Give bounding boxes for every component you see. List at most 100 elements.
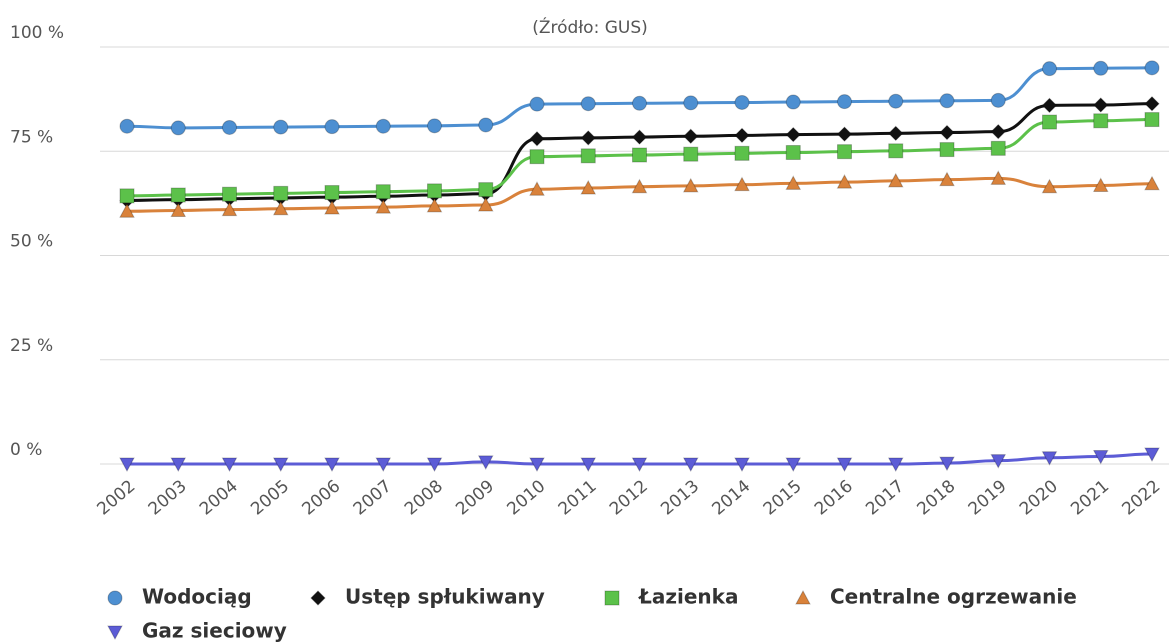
x-tick-label: 2019 <box>965 476 1011 519</box>
data-point <box>785 145 801 161</box>
legend-symbol <box>604 590 620 606</box>
data-point <box>375 457 392 473</box>
y-tick-label: 50 % <box>10 232 53 252</box>
data-point <box>580 96 596 112</box>
data-point <box>990 123 1006 140</box>
x-tick-label: 2014 <box>708 476 754 519</box>
data-point <box>888 143 904 159</box>
data-point <box>324 199 340 215</box>
legend-label: Łazienka <box>638 585 738 609</box>
legend-symbol <box>107 590 123 606</box>
data-point <box>734 176 750 192</box>
data-point <box>631 178 648 194</box>
data-point <box>990 454 1007 469</box>
data-point <box>273 119 289 135</box>
x-tick-label: 2005 <box>247 476 293 519</box>
legend-label: Wodociąg <box>142 585 252 609</box>
data-point <box>837 144 852 160</box>
data-point <box>837 94 852 110</box>
data-point <box>785 457 802 473</box>
data-point <box>1042 114 1057 130</box>
data-point <box>683 146 699 162</box>
data-point <box>375 118 391 134</box>
x-tick-label: 2008 <box>401 476 447 519</box>
data-point <box>375 184 391 200</box>
data-point <box>580 179 597 195</box>
legend-label: Centralne ogrzewanie <box>830 585 1077 609</box>
chart-title: (Źródło: GUS) <box>532 16 648 38</box>
data-point <box>170 457 187 473</box>
data-point <box>1144 112 1160 128</box>
data-point <box>1041 451 1058 466</box>
y-tick-label: 25 % <box>10 336 53 356</box>
data-point <box>939 93 955 109</box>
data-point <box>836 126 853 142</box>
data-point <box>1144 447 1160 463</box>
data-point <box>939 142 955 158</box>
x-tick-label: 2021 <box>1067 476 1113 519</box>
data-point <box>1041 178 1058 194</box>
data-point <box>427 183 442 199</box>
data-point <box>272 457 289 473</box>
data-point <box>990 170 1007 185</box>
data-point <box>273 185 289 201</box>
data-point <box>426 457 443 473</box>
legend-symbol <box>107 625 123 641</box>
x-tick-label: 2020 <box>1016 476 1062 519</box>
data-point <box>1093 113 1109 129</box>
data-point <box>222 186 237 202</box>
data-point <box>1144 96 1160 112</box>
data-point <box>222 119 237 135</box>
legend-label: Ustęp spłukiwany <box>345 585 545 609</box>
data-point <box>529 149 545 165</box>
data-point <box>939 124 955 141</box>
x-tick-label: 2013 <box>657 476 703 519</box>
x-tick-label: 2009 <box>452 476 498 519</box>
x-tick-label: 2015 <box>760 476 806 519</box>
data-point <box>1144 175 1160 191</box>
data-point <box>529 131 545 147</box>
data-point <box>734 94 750 110</box>
x-tick-label: 2017 <box>862 476 908 519</box>
data-point <box>939 456 955 472</box>
data-point <box>632 147 647 163</box>
data-point <box>734 145 750 161</box>
data-point <box>580 130 596 146</box>
data-point <box>272 200 289 216</box>
x-tick-label: 2007 <box>350 476 396 519</box>
x-tick-label: 2010 <box>503 476 549 519</box>
data-point <box>170 187 186 203</box>
data-point <box>580 148 596 164</box>
data-point <box>631 129 648 145</box>
data-point <box>683 95 699 111</box>
data-point <box>478 117 494 133</box>
x-tick-label: 2004 <box>196 476 242 519</box>
x-tick-label: 2006 <box>298 476 344 519</box>
data-point <box>426 197 443 213</box>
data-point <box>990 140 1006 156</box>
data-point <box>990 92 1006 108</box>
data-point <box>631 457 648 473</box>
data-point <box>632 95 647 111</box>
data-point <box>324 457 340 473</box>
data-point <box>836 174 853 189</box>
legend-symbol <box>795 589 811 605</box>
data-point <box>427 118 442 134</box>
data-point <box>221 457 238 473</box>
data-point <box>324 185 340 201</box>
x-tick-label: 2016 <box>811 476 857 519</box>
data-point <box>221 201 238 217</box>
data-point <box>1041 97 1058 114</box>
x-tick-label: 2022 <box>1118 476 1164 519</box>
data-point <box>477 196 494 212</box>
data-point <box>785 94 801 110</box>
data-point <box>785 126 801 143</box>
data-point <box>683 128 699 144</box>
data-point <box>682 457 699 473</box>
y-tick-label: 100 % <box>10 23 64 43</box>
data-point <box>888 125 904 142</box>
data-point <box>119 118 135 134</box>
data-point <box>1092 449 1109 465</box>
data-point <box>682 177 699 193</box>
